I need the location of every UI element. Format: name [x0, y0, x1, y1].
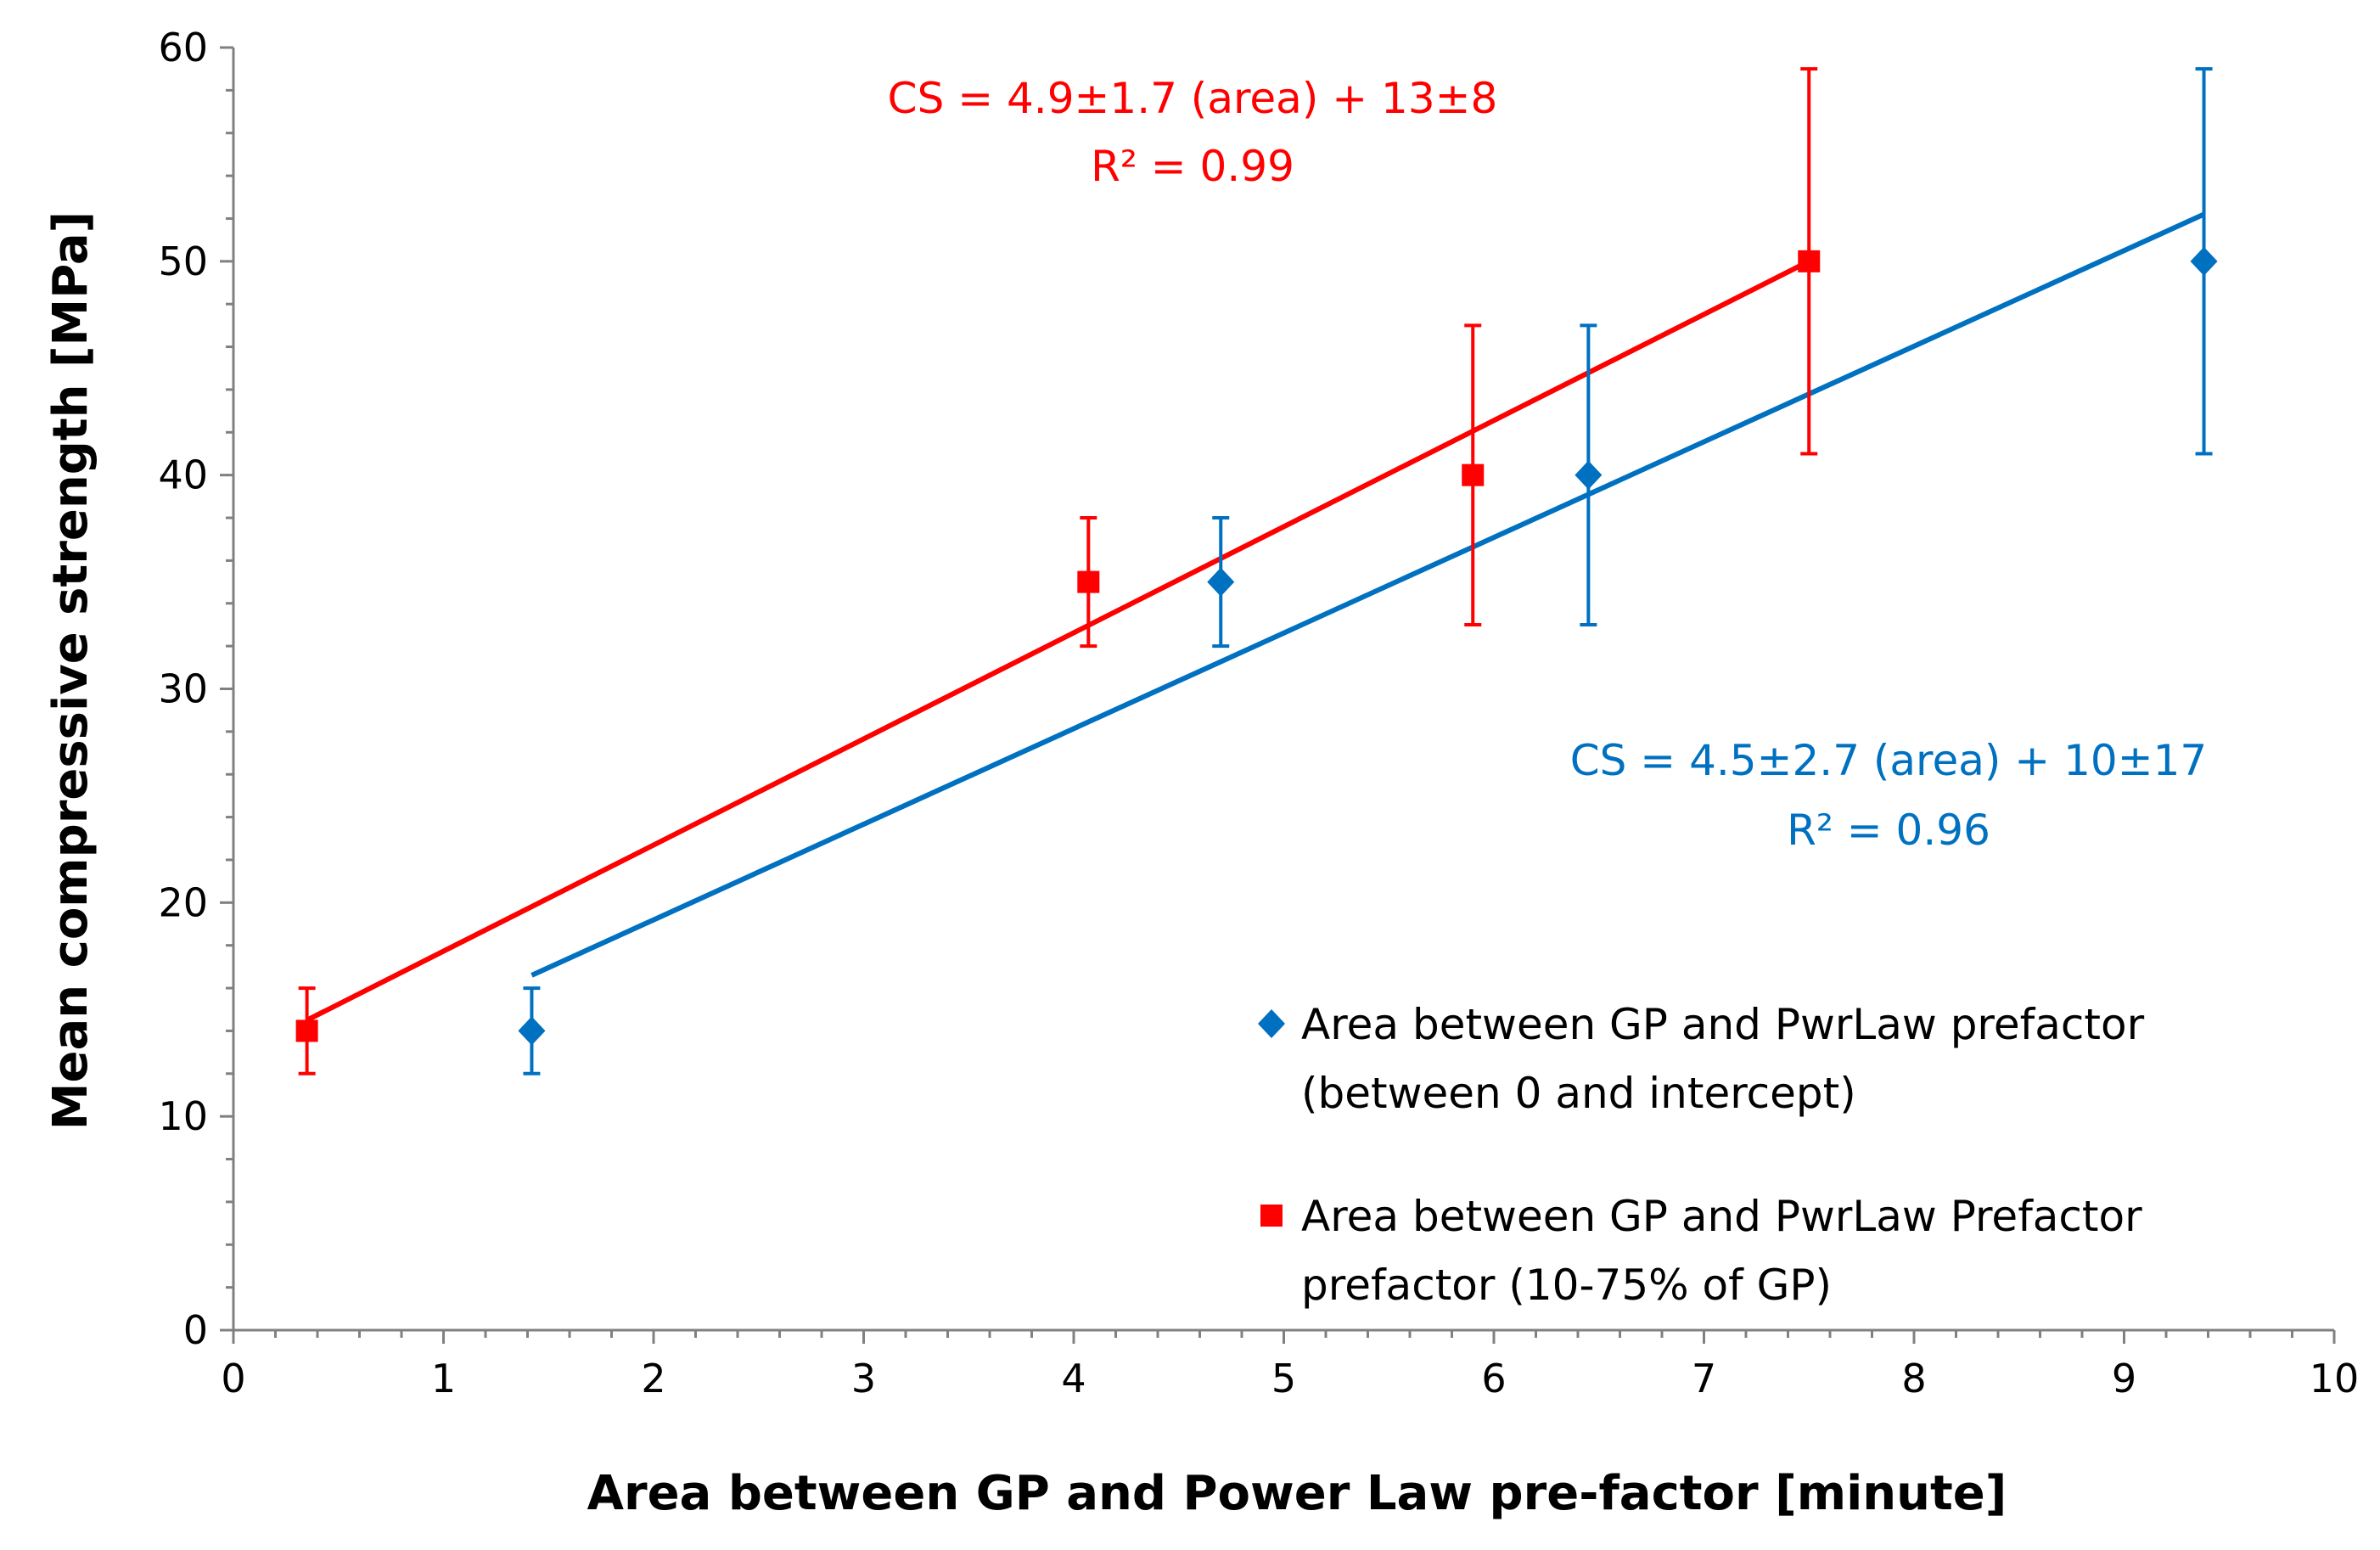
legend-label-blue-line2: (between 0 and intercept)	[1301, 1069, 1856, 1118]
legend-marker-red-square	[1260, 1205, 1283, 1227]
x-tick-label: 4	[1061, 1356, 1086, 1401]
legend-label-red-line2: prefactor (10-75% of GP)	[1301, 1261, 1832, 1310]
blue-data-point	[518, 1016, 546, 1046]
trendlines	[306, 211, 2205, 1023]
data-markers	[295, 246, 2218, 1046]
axes	[232, 48, 2334, 1332]
x-tick-label: 0	[221, 1356, 245, 1401]
red-trendline	[306, 259, 1810, 1023]
x-tick-label: 6	[1481, 1356, 1506, 1401]
x-tick-label: 10	[2310, 1356, 2360, 1401]
x-tick-label: 7	[1692, 1356, 1716, 1401]
x-tick-label: 2	[641, 1356, 665, 1401]
blue-data-point	[1575, 460, 1603, 490]
red-equation-annotation: CS = 4.9±1.7 (area) + 13±8	[888, 74, 1498, 123]
y-tick-label: 0	[183, 1307, 208, 1353]
legend-label-red-line1: Area between GP and PwrLaw Prefactor	[1301, 1192, 2142, 1241]
y-tick-label: 30	[158, 666, 208, 712]
x-tick-label: 9	[2112, 1356, 2136, 1401]
x-tick-label: 8	[1901, 1356, 1926, 1401]
ticks	[220, 46, 2336, 1344]
y-tick-label: 10	[158, 1093, 208, 1139]
red-r2-annotation: R² = 0.99	[1091, 142, 1294, 191]
red-data-point	[1077, 570, 1100, 593]
blue-equation-annotation: CS = 4.5±2.7 (area) + 10±17	[1570, 736, 2208, 785]
y-tick-label: 40	[158, 452, 208, 498]
y-axis-title: Mean compressive strength [MPa]	[43, 211, 98, 1130]
red-data-point	[1798, 250, 1821, 272]
x-axis-title: Area between GP and Power Law pre-factor…	[587, 1466, 2007, 1521]
y-tick-label: 50	[158, 239, 208, 284]
legend-label-blue-line1: Area between GP and PwrLaw prefactor	[1301, 1000, 2145, 1049]
red-data-point	[1462, 463, 1485, 486]
y-tick-label: 60	[158, 25, 208, 70]
red-data-point	[295, 1019, 318, 1042]
y-tick-label: 20	[158, 879, 208, 925]
blue-r2-annotation: R² = 0.96	[1787, 806, 1990, 855]
blue-trendline	[530, 211, 2205, 978]
tick-labels: 0 1 2 3 4 5 6 7 8 9 10 0 10 20 30 40 50 60	[158, 25, 2359, 1401]
blue-data-point	[1207, 567, 1235, 597]
x-tick-label: 5	[1271, 1356, 1296, 1401]
x-tick-label: 3	[851, 1356, 876, 1401]
error-bars	[298, 67, 2213, 1075]
blue-data-point	[2190, 246, 2218, 276]
legend: Area between GP and PwrLaw prefactor (be…	[1258, 1000, 2145, 1310]
x-tick-label: 1	[431, 1356, 456, 1401]
legend-marker-blue-diamond	[1258, 1009, 1285, 1038]
